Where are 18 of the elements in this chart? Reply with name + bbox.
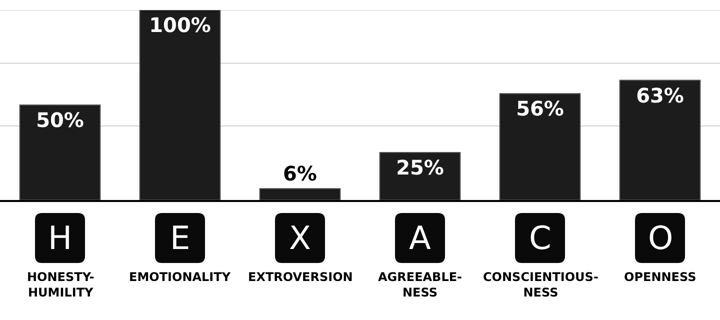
data-label: 6% bbox=[283, 162, 317, 186]
bar bbox=[499, 93, 581, 200]
bar bbox=[259, 188, 341, 200]
x-tick-label: O OPENNESS bbox=[624, 219, 696, 284]
data-label: 56% bbox=[516, 96, 564, 121]
bar bbox=[379, 152, 461, 200]
x-tick-label: E EMOTIONALITY bbox=[129, 219, 231, 284]
data-label: 100% bbox=[149, 13, 211, 37]
data-label: 50% bbox=[36, 108, 84, 132]
data-label: 63% bbox=[636, 83, 684, 108]
x-tick-label: H HONESTY- HUMILITY bbox=[27, 219, 94, 300]
bar bbox=[619, 80, 701, 200]
x-tick-label: A AGREEABLE- NESS bbox=[378, 219, 462, 300]
x-tick-label: X EXTROVERSION bbox=[248, 219, 353, 284]
bar bbox=[19, 104, 101, 200]
bar bbox=[139, 10, 221, 200]
x-tick-label: C CONSCIENTIOUS- NESS bbox=[483, 219, 598, 300]
data-label: 25% bbox=[396, 156, 444, 180]
